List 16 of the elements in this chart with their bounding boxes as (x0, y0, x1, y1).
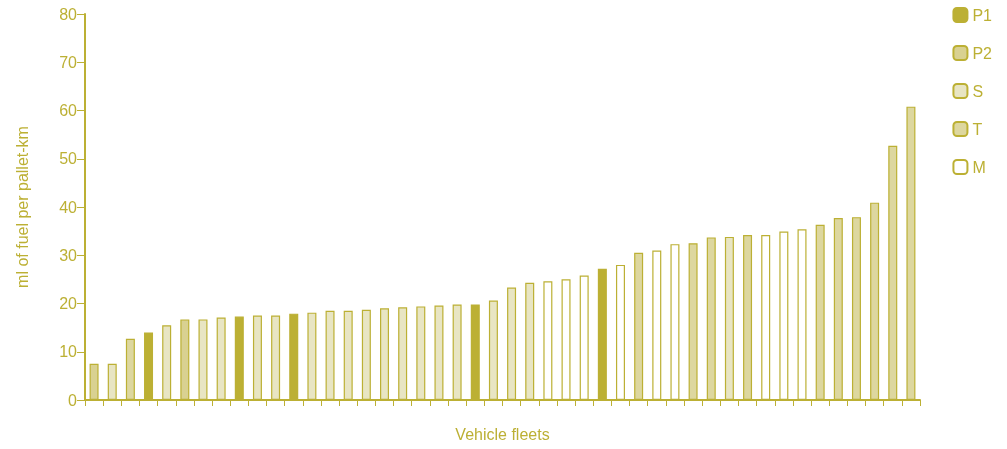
y-tick-label: 30 (59, 246, 78, 264)
legend-label: P2 (972, 44, 993, 62)
y-tick-label: 60 (59, 102, 78, 119)
y-tick-label: 10 (59, 343, 78, 361)
y-tick-label: 50 (59, 150, 78, 168)
y-tick-label: 40 (59, 198, 78, 216)
y-tick-label: 80 (59, 5, 78, 23)
y-tick-label: 70 (59, 53, 78, 71)
legend-label: S (972, 82, 984, 100)
legend-label: T (972, 120, 983, 138)
x-axis-title: Vehicle fleets (455, 425, 550, 443)
y-tick-label: 20 (59, 295, 78, 312)
legend-label: M (972, 158, 986, 176)
y-axis-title: ml of fuel per pallet-km (13, 126, 31, 288)
legend-label: P1 (972, 6, 993, 24)
y-tick-label: 0 (68, 391, 78, 409)
